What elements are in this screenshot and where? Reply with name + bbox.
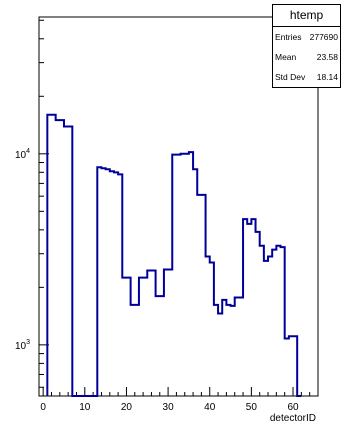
stddev-value: 18.14 xyxy=(316,72,338,82)
plot-frame xyxy=(38,16,319,397)
stddev-label: Std Dev xyxy=(275,72,306,82)
histogram-line xyxy=(46,113,302,397)
stats-box: htemp Entries 277690 Mean 23.58 Std Dev … xyxy=(272,4,341,88)
axes: 0 10 20 30 40 50 60 103 104 xyxy=(15,19,311,413)
mean-value: 23.58 xyxy=(316,52,338,62)
y-tick-label: 103 xyxy=(15,339,30,352)
x-axis-label: detectorID xyxy=(270,413,316,424)
stats-row-mean: Mean 23.58 xyxy=(273,47,340,67)
x-tick-label: 40 xyxy=(204,402,216,413)
y-tick-label: 104 xyxy=(15,148,30,161)
stats-row-entries: Entries 277690 xyxy=(273,27,340,47)
stats-row-stddev: Std Dev 18.14 xyxy=(273,67,340,87)
x-tick-label: 50 xyxy=(246,402,258,413)
x-tick-label: 0 xyxy=(40,402,46,413)
x-tick-label: 10 xyxy=(79,402,91,413)
entries-value: 277690 xyxy=(309,32,338,42)
mean-label: Mean xyxy=(275,52,297,62)
stats-title: htemp xyxy=(273,5,340,27)
entries-label: Entries xyxy=(275,32,302,42)
x-tick-label: 60 xyxy=(287,402,299,413)
x-tick-label: 30 xyxy=(163,402,175,413)
x-tick-label: 20 xyxy=(121,402,133,413)
